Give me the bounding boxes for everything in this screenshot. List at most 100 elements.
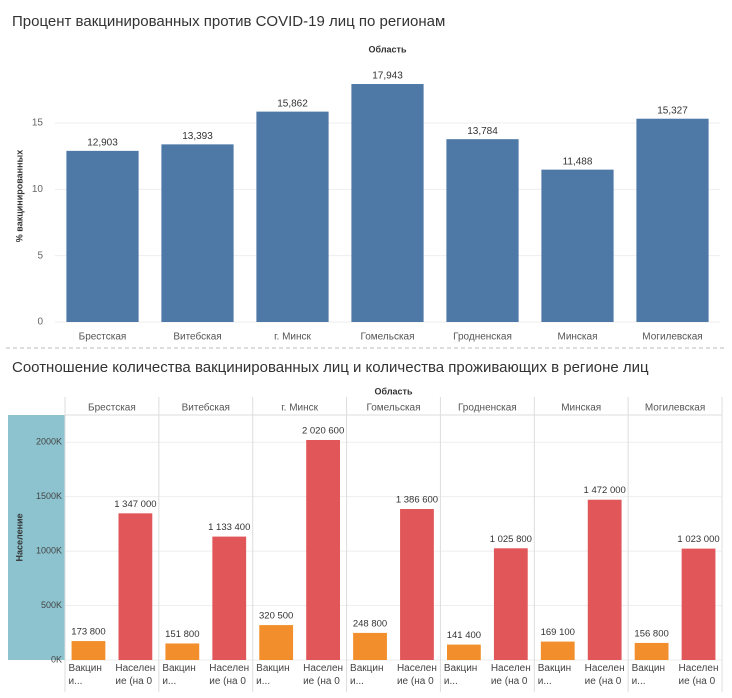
facet-header: Могилевская <box>645 403 705 414</box>
x-tick-label: Население (на 01... <box>490 663 531 690</box>
bar <box>634 642 669 660</box>
x-tick-label: Витебская <box>173 331 221 343</box>
value-label: 156 800 <box>634 628 668 639</box>
y-tick-label: 1000K <box>36 545 62 555</box>
y-tick-label: 15 <box>32 118 44 129</box>
x-tick-label: Гродненская <box>453 332 512 343</box>
value-label: 2 020 600 <box>302 425 344 436</box>
y-axis-title: Население <box>14 513 24 561</box>
facet-header: Гомельская <box>366 403 420 414</box>
value-label: 151 800 <box>165 629 199 640</box>
value-label: 141 400 <box>447 630 481 641</box>
x-tick-label: Минская <box>557 332 597 343</box>
x-tick-label-box: Вакцини... <box>537 663 572 687</box>
value-label: 15,862 <box>277 98 308 109</box>
x-tick-label: Население (на 01... <box>303 663 344 690</box>
y-tick-label: 0K <box>51 654 62 664</box>
x-tick-label: Вакцини... <box>350 663 384 687</box>
value-label: 1 386 600 <box>396 495 438 506</box>
y-tick-label: 10 <box>32 184 44 195</box>
bar <box>165 643 200 660</box>
bar <box>118 513 153 660</box>
x-tick-label: Вакцини... <box>256 663 290 687</box>
bar <box>212 536 247 660</box>
x-tick-label-box: Население (на 01... <box>584 663 625 690</box>
x-tick-label-box: Население (на 01... <box>490 663 531 690</box>
x-tick-label: Вакцини... <box>537 663 572 687</box>
value-label: 320 500 <box>259 611 293 622</box>
x-tick-label-box: Население (на 01... <box>115 663 156 690</box>
y-tick-label: 1500K <box>36 491 62 501</box>
bar <box>681 548 716 660</box>
x-tick-label: Население (на 01... <box>678 663 719 690</box>
x-tick-label-box: Население (на 01... <box>303 663 344 690</box>
value-label: 1 025 800 <box>490 534 532 545</box>
value-label: 1 133 400 <box>208 522 250 533</box>
value-label: 248 800 <box>353 618 387 629</box>
x-tick-label: Могилевская <box>642 332 702 343</box>
x-tick-label-box: Население (на 01... <box>209 663 250 690</box>
value-label: 12,903 <box>87 138 118 149</box>
bar <box>256 111 329 323</box>
value-label: 173 800 <box>71 627 105 638</box>
bar <box>446 139 519 322</box>
bar <box>306 439 341 660</box>
x-tick-label: Население (на 01... <box>209 663 250 690</box>
bar <box>66 150 139 322</box>
x-tick-label: Вакцини... <box>162 663 196 687</box>
x-tick-label: Вакцини... <box>68 663 102 687</box>
column-header: Область <box>374 386 412 396</box>
x-tick-label-box: Вакцини... <box>631 663 666 687</box>
x-tick-label: Брестская <box>79 332 127 343</box>
x-tick-label: Вакцини... <box>631 663 666 687</box>
value-label: 17,943 <box>372 71 403 82</box>
bar <box>493 548 528 660</box>
value-label: 15,327 <box>657 105 688 116</box>
y-tick-label: 500K <box>41 600 62 610</box>
bar <box>636 118 709 322</box>
x-tick-label-box: Население (на 01... <box>396 663 437 690</box>
x-tick-label-box: Вакцини... <box>68 663 102 687</box>
value-label: 13,784 <box>467 126 498 137</box>
bar <box>353 632 387 660</box>
x-tick-label-box: Вакцини... <box>256 663 290 687</box>
y-axis-title: % вакцинированных <box>14 150 24 242</box>
bar <box>446 644 481 660</box>
bar <box>541 169 614 322</box>
x-tick-label: г. Минск <box>274 332 311 343</box>
y-tick-label: 5 <box>37 250 43 261</box>
bar <box>540 641 575 660</box>
x-tick-label: Вакцини... <box>443 663 478 687</box>
x-tick-label: Гомельская <box>360 332 414 343</box>
facet-header: Гродненская <box>458 403 517 414</box>
x-tick-label-box: Население (на 01... <box>678 663 719 690</box>
bar <box>351 84 424 322</box>
facet-header: Брестская <box>88 403 136 414</box>
y-tick-label: 2000K <box>36 437 62 447</box>
x-tick-label-box: Вакцини... <box>350 663 384 687</box>
y-tick-label: 0 <box>37 317 43 328</box>
column-header: Область <box>368 44 406 54</box>
facet-header: Витебская <box>182 402 230 414</box>
x-tick-label: Население (на 01... <box>115 663 156 690</box>
value-label: 169 100 <box>541 627 575 638</box>
facet-header: Минская <box>561 403 601 414</box>
x-tick-label-box: Вакцини... <box>443 663 478 687</box>
bar <box>400 509 434 660</box>
value-label: 1 472 000 <box>584 485 626 496</box>
bar <box>71 641 106 660</box>
bar <box>259 625 294 660</box>
y-axis-panel <box>8 415 65 660</box>
facet-header: г. Минск <box>281 403 318 414</box>
x-tick-label: Население (на 01... <box>584 663 625 690</box>
chart-title: Процент вакцинированных против COVID-19 … <box>12 13 445 30</box>
value-label: 1 347 000 <box>114 499 156 510</box>
value-label: 11,488 <box>563 156 593 167</box>
value-label: 1 023 000 <box>677 534 719 545</box>
bar <box>161 144 234 322</box>
chart-title: Соотношение количества вакцинированных л… <box>12 359 649 376</box>
x-tick-label: Население (на 01... <box>396 663 437 690</box>
bar <box>587 499 622 660</box>
value-label: 13,393 <box>182 131 213 142</box>
